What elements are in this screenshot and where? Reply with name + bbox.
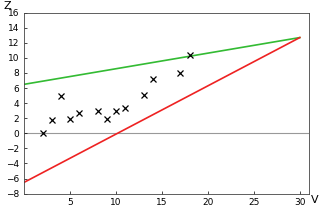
Y-axis label: Z: Z — [3, 1, 11, 11]
X-axis label: V: V — [311, 195, 318, 205]
